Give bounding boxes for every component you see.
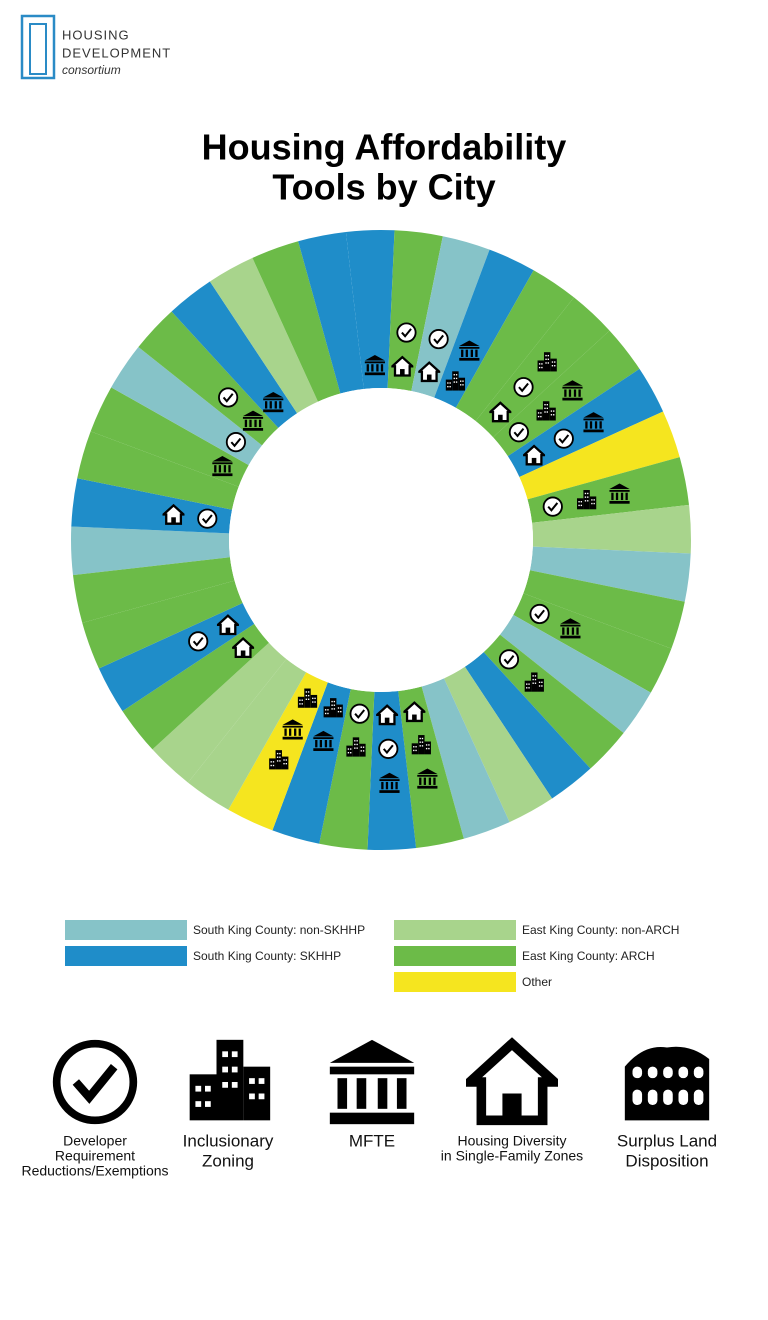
tool-legend-icon	[329, 1039, 415, 1125]
tool-legend-icon	[624, 1046, 710, 1121]
legend: South King County: non-SKHHP South King C…	[65, 920, 679, 992]
city-segment	[532, 504, 691, 554]
city-segment	[464, 652, 591, 799]
city-segment	[519, 411, 680, 500]
tool-icon	[542, 496, 563, 517]
tool-legend-label: Surplus Land	[617, 1131, 717, 1150]
tool-legend-label: Disposition	[625, 1151, 708, 1170]
tool-legend-label: Zoning	[202, 1151, 254, 1170]
city-segment	[499, 614, 651, 733]
tool-icon	[529, 603, 550, 625]
city-segment	[171, 281, 298, 428]
city-segment	[421, 678, 510, 839]
tool-legend-label: Reductions/Exemptions	[21, 1163, 168, 1179]
city-segment	[98, 603, 255, 712]
city-segment	[398, 686, 464, 849]
tool-icon	[513, 376, 534, 398]
legend-label: South King County: non-SKHHP	[193, 923, 365, 937]
tool-icon	[197, 508, 218, 529]
tool-icon	[396, 322, 417, 343]
title: Housing Affordability	[202, 127, 567, 168]
city-segment	[72, 557, 235, 623]
city-segment	[90, 387, 249, 487]
city-segment	[82, 580, 243, 669]
city-segment	[71, 478, 233, 534]
tool-icon	[553, 428, 574, 449]
city-segment	[298, 231, 364, 394]
city-segment	[188, 658, 307, 810]
title: Tools by City	[272, 167, 495, 208]
tool-legend-label: MFTE	[349, 1131, 395, 1150]
logo-mark	[20, 14, 56, 80]
tool-legend-icon	[189, 1039, 271, 1121]
city-segment	[434, 249, 534, 408]
city-segment	[483, 634, 624, 769]
tool-legend-label: in Single-Family Zones	[441, 1148, 583, 1164]
city-segment	[523, 570, 685, 649]
inner-circle	[229, 388, 533, 692]
tool-icon	[428, 328, 449, 350]
tool-legend-label: Inclusionary	[183, 1131, 274, 1150]
city-segment	[122, 623, 269, 750]
legend-label: East King County: ARCH	[522, 949, 655, 963]
tool-icon	[188, 631, 209, 652]
legend-swatch	[394, 972, 516, 992]
legend-label: East King County: non-ARCH	[522, 923, 679, 937]
tool-icon	[378, 738, 399, 760]
city-segment	[272, 682, 351, 844]
tool-legend: DeveloperRequirementReductions/Exemption…	[21, 1040, 717, 1179]
city-segment	[411, 236, 490, 398]
logo-mark	[29, 23, 47, 75]
logo: HOUSING DEVELOPMENT consortium	[20, 14, 171, 80]
legend-label: South King County: SKHHP	[193, 949, 341, 963]
tool-icon	[217, 387, 239, 408]
logo-text: HOUSING	[62, 27, 130, 42]
city-segment	[77, 431, 239, 510]
tool-legend-label: Requirement	[55, 1148, 135, 1164]
tool-icon	[225, 431, 247, 453]
logo-text: DEVELOPMENT	[62, 45, 171, 60]
city-segment	[209, 257, 318, 414]
city-segment	[345, 230, 395, 389]
tool-icon	[508, 422, 530, 443]
city-segment	[513, 593, 672, 693]
city-wheel: AlgonaAuburnBeaux Arts VillageBellevueBl…	[71, 230, 691, 850]
city-segment	[455, 270, 574, 422]
legend-swatch	[65, 946, 187, 966]
city-segment	[152, 642, 287, 783]
tool-icon	[349, 703, 370, 724]
city-segment	[444, 666, 553, 823]
city-segment	[71, 526, 230, 576]
tool-legend-icon	[470, 1044, 554, 1121]
city-segment	[367, 691, 417, 850]
tool-legend-icon	[57, 1044, 134, 1121]
tool-legend-label: Housing Diversity	[458, 1133, 567, 1149]
city-segment	[252, 241, 341, 402]
city-segment	[387, 230, 443, 392]
legend-label: Other	[522, 975, 552, 989]
tool-legend-label: Developer	[63, 1133, 127, 1149]
city-segment	[529, 546, 691, 602]
city-segment	[138, 311, 279, 446]
city-segment	[319, 688, 375, 850]
legend-swatch	[394, 920, 516, 940]
logo-text: consortium	[62, 63, 121, 77]
tool-icon	[498, 649, 520, 670]
city-segment	[111, 347, 263, 466]
city-segment	[527, 457, 690, 523]
legend-swatch	[394, 946, 516, 966]
legend-swatch	[65, 920, 187, 940]
